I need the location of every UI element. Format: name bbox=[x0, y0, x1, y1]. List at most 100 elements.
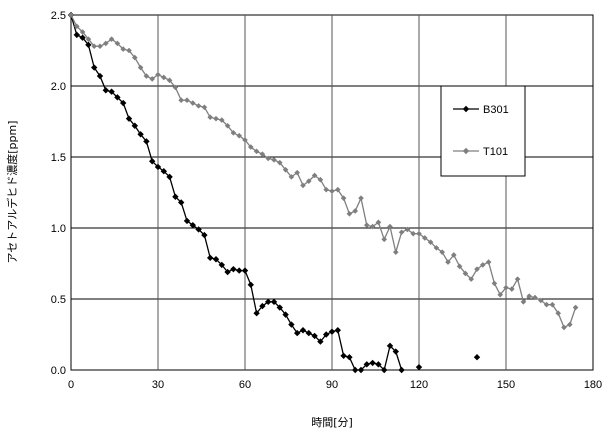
data-point bbox=[154, 163, 162, 171]
data-point bbox=[398, 366, 405, 374]
data-point bbox=[445, 259, 451, 265]
data-point bbox=[79, 34, 86, 41]
data-point bbox=[184, 97, 190, 103]
data-point bbox=[265, 155, 271, 162]
data-point bbox=[340, 352, 347, 359]
data-point bbox=[247, 281, 254, 288]
data-point bbox=[433, 245, 440, 251]
data-point bbox=[416, 230, 422, 237]
data-point bbox=[329, 188, 335, 194]
legend-item: B301 bbox=[453, 104, 509, 116]
data-point bbox=[114, 94, 121, 101]
x-tick-label: 60 bbox=[239, 379, 251, 391]
data-point bbox=[172, 193, 179, 200]
data-point bbox=[172, 84, 179, 91]
data-point bbox=[253, 310, 260, 317]
x-axis-title: 時間[分] bbox=[311, 416, 353, 429]
data-point bbox=[415, 363, 423, 371]
data-point bbox=[294, 169, 300, 176]
data-point bbox=[183, 217, 191, 225]
data-point bbox=[103, 40, 109, 47]
data-point bbox=[102, 87, 109, 94]
data-point bbox=[114, 40, 121, 47]
y-tick-label: 2.5 bbox=[51, 10, 66, 22]
data-point bbox=[74, 23, 80, 30]
data-point bbox=[375, 219, 382, 226]
data-point bbox=[509, 286, 515, 292]
data-point bbox=[271, 157, 277, 163]
data-point bbox=[201, 104, 208, 111]
data-point bbox=[363, 361, 370, 368]
data-point bbox=[155, 71, 161, 78]
series-B301 bbox=[67, 11, 481, 374]
data-point bbox=[201, 231, 208, 239]
data-point bbox=[561, 324, 567, 331]
y-tick-label: 2.0 bbox=[51, 81, 66, 93]
legend: B301 T101 bbox=[440, 85, 526, 177]
data-point bbox=[543, 301, 550, 308]
data-point bbox=[242, 137, 248, 143]
data-point bbox=[410, 230, 416, 237]
data-point bbox=[369, 223, 376, 230]
data-point bbox=[485, 259, 492, 265]
data-point bbox=[68, 12, 74, 18]
data-point bbox=[236, 132, 242, 139]
data-point bbox=[120, 99, 127, 107]
data-point bbox=[572, 304, 579, 311]
data-point bbox=[189, 221, 196, 229]
data-point bbox=[91, 64, 98, 71]
data-point bbox=[108, 88, 115, 95]
data-point bbox=[219, 117, 225, 123]
data-point bbox=[276, 304, 283, 311]
data-point bbox=[346, 354, 353, 361]
data-point bbox=[323, 186, 329, 193]
data-point bbox=[218, 261, 225, 269]
data-point bbox=[166, 173, 173, 181]
data-point bbox=[480, 262, 486, 268]
data-point bbox=[195, 226, 202, 233]
data-point bbox=[323, 331, 330, 338]
data-point bbox=[96, 72, 104, 80]
data-point bbox=[381, 366, 388, 374]
data-point bbox=[468, 276, 474, 282]
axis-tick-labels: 0.0 0.5 1.0 1.5 2.0 2.5 0 30 60 90 120 150 180 bbox=[51, 10, 602, 391]
x-tick-label: 0 bbox=[68, 379, 74, 391]
legend-marker bbox=[462, 147, 470, 155]
data-point bbox=[427, 239, 434, 245]
data-point bbox=[126, 47, 132, 54]
data-point bbox=[346, 211, 353, 217]
series-line bbox=[70, 14, 403, 372]
data-point bbox=[532, 294, 538, 301]
data-point bbox=[160, 168, 167, 175]
data-point bbox=[143, 73, 150, 79]
data-point bbox=[259, 151, 266, 157]
data-point bbox=[375, 361, 382, 368]
data-point bbox=[514, 276, 521, 282]
data-point bbox=[277, 159, 283, 166]
data-point bbox=[334, 327, 341, 334]
data-point bbox=[224, 268, 231, 276]
data-point bbox=[404, 226, 411, 233]
data-point bbox=[230, 130, 237, 136]
data-point bbox=[387, 223, 393, 230]
data-point bbox=[241, 267, 249, 274]
y-tick-label: 0.5 bbox=[51, 294, 66, 306]
data-point bbox=[79, 29, 86, 35]
data-point bbox=[230, 265, 237, 273]
data-point bbox=[137, 131, 144, 138]
data-point bbox=[73, 31, 80, 39]
data-point bbox=[282, 166, 289, 173]
data-point bbox=[328, 328, 336, 335]
series-T101 bbox=[68, 12, 579, 331]
data-point bbox=[473, 354, 481, 361]
data-point bbox=[340, 195, 347, 201]
data-point bbox=[190, 100, 196, 106]
data-point bbox=[567, 321, 573, 328]
data-point bbox=[288, 321, 295, 328]
data-point bbox=[369, 359, 376, 367]
data-point bbox=[555, 310, 561, 316]
data-point bbox=[398, 229, 405, 236]
data-point bbox=[149, 158, 156, 165]
data-point bbox=[317, 176, 324, 183]
